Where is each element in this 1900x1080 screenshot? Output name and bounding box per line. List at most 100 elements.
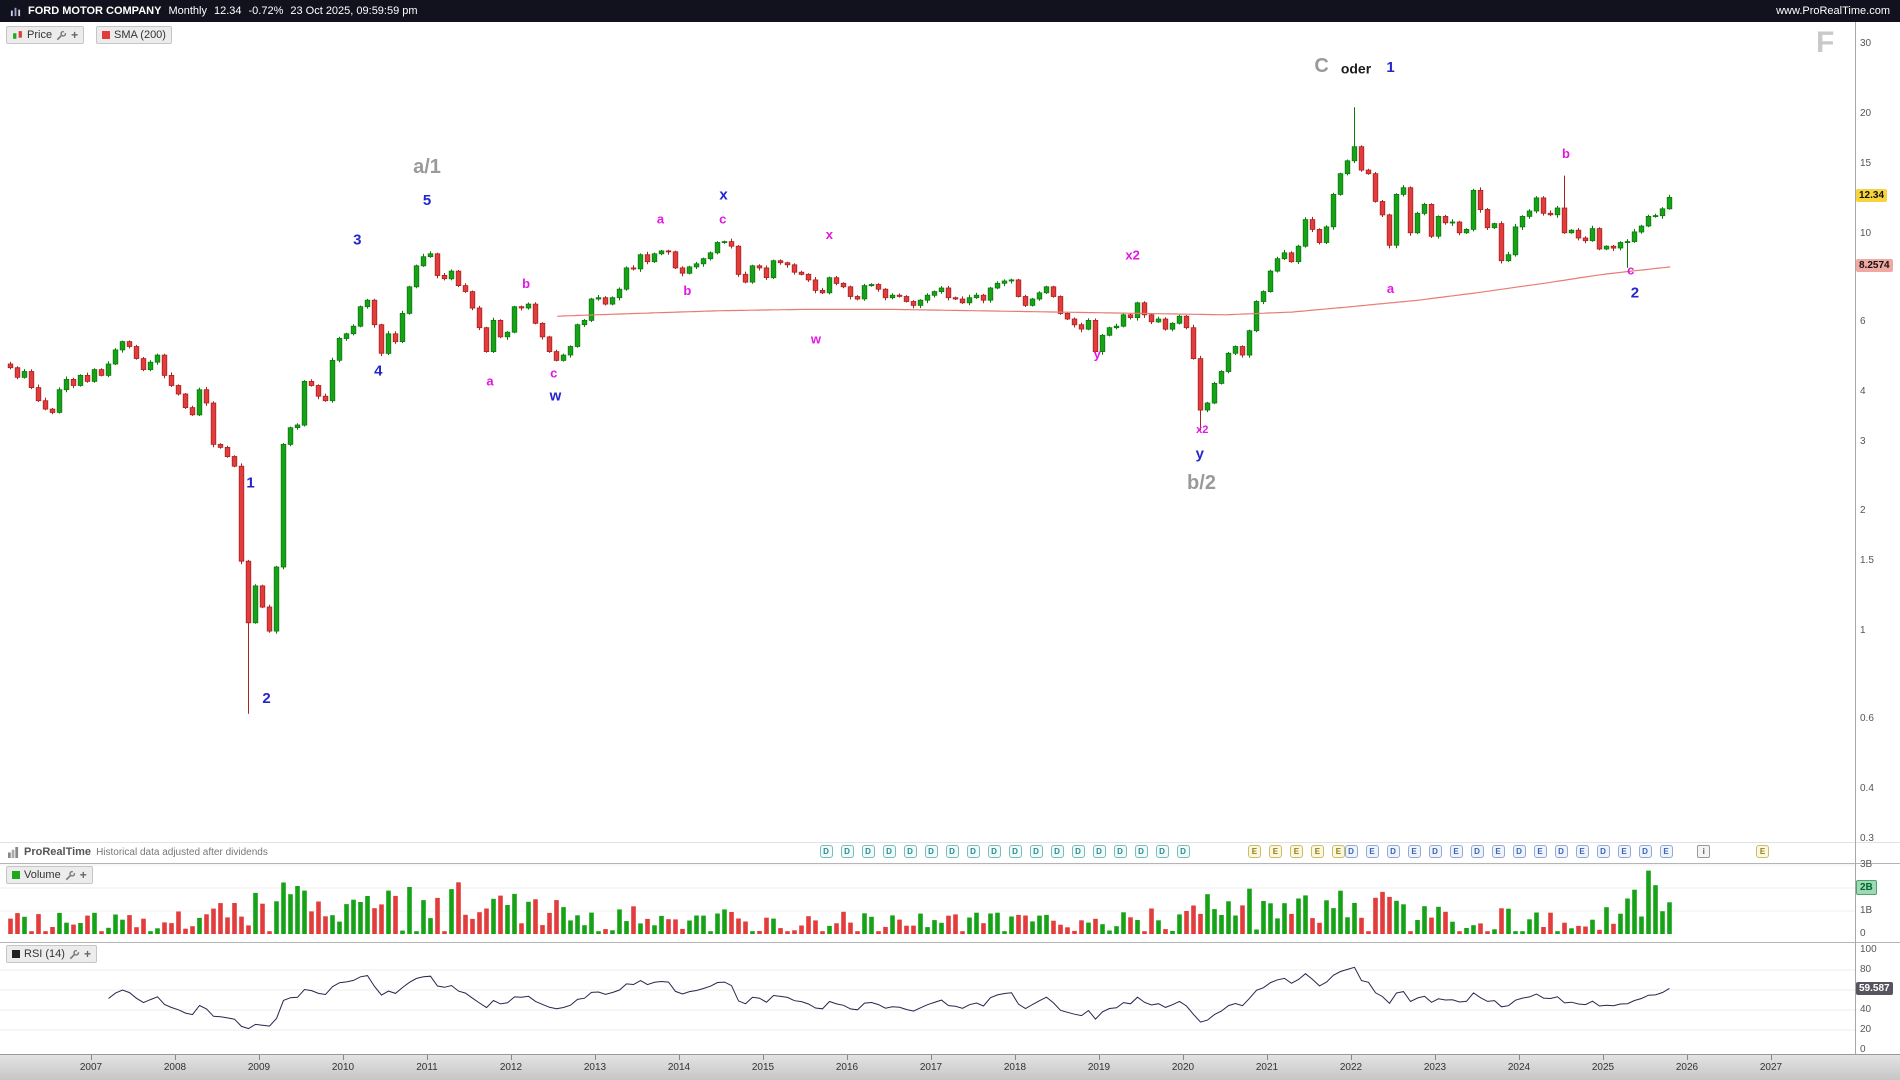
volume-bar[interactable]	[540, 925, 545, 934]
candle[interactable]	[868, 284, 875, 287]
volume-bar[interactable]	[960, 931, 965, 934]
time-axis[interactable]: 2007 2008 2009 2010 2011 2012 2013 2014 2015 2016…	[0, 1054, 1900, 1080]
candle[interactable]	[1162, 318, 1169, 330]
volume-bar[interactable]	[1639, 916, 1644, 935]
candle[interactable]	[1036, 292, 1043, 300]
candle[interactable]	[399, 312, 406, 342]
volume-bar[interactable]	[1527, 919, 1532, 934]
candle[interactable]	[35, 387, 42, 402]
candle[interactable]	[1204, 402, 1211, 411]
volume-bar[interactable]	[1667, 902, 1672, 934]
volume-bar[interactable]	[512, 893, 517, 934]
volume-bar[interactable]	[176, 911, 181, 935]
candle[interactable]	[1015, 279, 1022, 297]
volume-bar[interactable]	[1212, 909, 1217, 934]
candle[interactable]	[833, 277, 840, 284]
candle[interactable]	[126, 341, 133, 347]
candle[interactable]	[791, 264, 798, 273]
volume-bar[interactable]	[1408, 931, 1413, 934]
volume-bar[interactable]	[1387, 896, 1392, 934]
candle[interactable]	[1288, 252, 1295, 263]
candle[interactable]	[1085, 319, 1092, 330]
candle[interactable]	[280, 443, 287, 568]
volume-bar[interactable]	[1569, 928, 1574, 934]
volume-bar[interactable]	[225, 917, 230, 934]
dividend-marker[interactable]: D	[840, 845, 854, 858]
candle[interactable]	[98, 369, 105, 376]
dividend-marker[interactable]: D	[1554, 845, 1568, 858]
volume-bar[interactable]	[92, 912, 97, 934]
candle[interactable]	[441, 274, 448, 280]
candle[interactable]	[1197, 358, 1204, 411]
add-indicator-icon[interactable]: +	[71, 28, 79, 42]
candle[interactable]	[1239, 346, 1246, 356]
candle[interactable]	[1302, 219, 1309, 247]
candle[interactable]	[1358, 146, 1365, 171]
volume-bar[interactable]	[918, 913, 923, 934]
candle[interactable]	[973, 294, 980, 299]
volume-bar[interactable]	[1079, 920, 1084, 934]
candle[interactable]	[154, 354, 161, 363]
earnings-marker[interactable]: E	[1268, 845, 1282, 858]
candle[interactable]	[1512, 226, 1519, 256]
candle[interactable]	[861, 285, 868, 300]
candle[interactable]	[175, 385, 182, 395]
candle[interactable]	[217, 443, 224, 448]
candle[interactable]	[1365, 169, 1372, 175]
dividend-marker[interactable]: D	[1428, 845, 1442, 858]
volume-bar[interactable]	[491, 898, 496, 934]
candle[interactable]	[686, 266, 693, 274]
candle[interactable]	[798, 271, 805, 275]
volume-bar[interactable]	[295, 886, 300, 934]
dividend-marker[interactable]: D	[1071, 845, 1085, 858]
candle[interactable]	[350, 325, 357, 335]
volume-bar[interactable]	[827, 925, 832, 934]
volume-bar[interactable]	[1436, 906, 1441, 934]
dividend-marker[interactable]: D	[1008, 845, 1022, 858]
volume-bar[interactable]	[281, 882, 286, 935]
volume-bar[interactable]	[1002, 931, 1007, 934]
candle[interactable]	[315, 385, 322, 397]
volume-bar[interactable]	[1534, 912, 1539, 935]
volume-bar[interactable]	[351, 899, 356, 934]
volume-bar[interactable]	[834, 923, 839, 934]
volume-bar[interactable]	[1576, 925, 1581, 934]
volume-bar[interactable]	[1282, 903, 1287, 934]
candle[interactable]	[707, 252, 714, 260]
dividend-marker[interactable]: D	[924, 845, 938, 858]
volume-bar[interactable]	[267, 931, 272, 934]
volume-bar[interactable]	[1009, 916, 1014, 935]
volume-bar[interactable]	[330, 915, 335, 934]
candle[interactable]	[693, 263, 700, 268]
volume-bar[interactable]	[232, 903, 237, 934]
volume-bar[interactable]	[1562, 922, 1567, 934]
volume-bar[interactable]	[974, 912, 979, 934]
volume-bar[interactable]	[1492, 929, 1497, 934]
candle[interactable]	[203, 389, 210, 404]
volume-bar[interactable]	[1478, 923, 1483, 934]
candle[interactable]	[63, 378, 70, 391]
candle[interactable]	[378, 324, 385, 354]
candle[interactable]	[742, 273, 749, 283]
volume-bar[interactable]	[393, 895, 398, 934]
volume-bar[interactable]	[470, 918, 475, 934]
volume-bar[interactable]	[1093, 918, 1098, 934]
earnings-marker[interactable]: E	[1247, 845, 1261, 858]
candle[interactable]	[56, 389, 63, 413]
candle[interactable]	[1183, 315, 1190, 329]
candle[interactable]	[1463, 228, 1470, 234]
volume-bar[interactable]	[218, 903, 223, 934]
volume-bar[interactable]	[1072, 930, 1077, 934]
candle[interactable]	[1309, 219, 1316, 230]
volume-bar[interactable]	[722, 909, 727, 934]
candle[interactable]	[1001, 280, 1008, 284]
candle[interactable]	[896, 294, 903, 297]
candle[interactable]	[952, 297, 959, 300]
candle[interactable]	[1106, 327, 1113, 336]
candle[interactable]	[1428, 203, 1435, 237]
candle[interactable]	[1253, 301, 1260, 332]
volume-bar[interactable]	[428, 918, 433, 934]
volume-bar[interactable]	[1590, 919, 1595, 934]
candle[interactable]	[1323, 226, 1330, 243]
candle[interactable]	[1617, 242, 1624, 249]
